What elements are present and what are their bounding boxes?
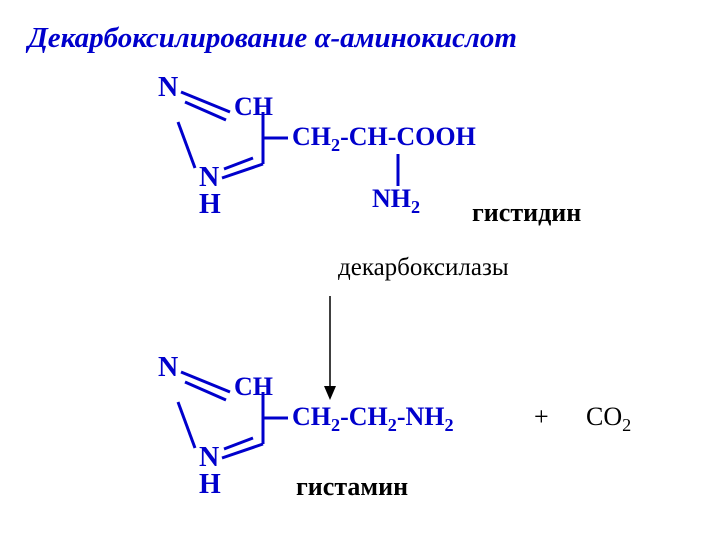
n-atom-top-2: N xyxy=(158,352,178,384)
co2-label: CO2 xyxy=(586,402,631,436)
ch-atom-top-2: CH xyxy=(234,372,273,402)
histamine-chain: CH2-CH2-NH2 xyxy=(292,402,454,436)
histamine-label: гистамин xyxy=(296,472,408,502)
imidazole-ring-histamine xyxy=(0,0,720,540)
plus-sign: + xyxy=(534,402,549,432)
h-atom-2: H xyxy=(199,469,221,501)
